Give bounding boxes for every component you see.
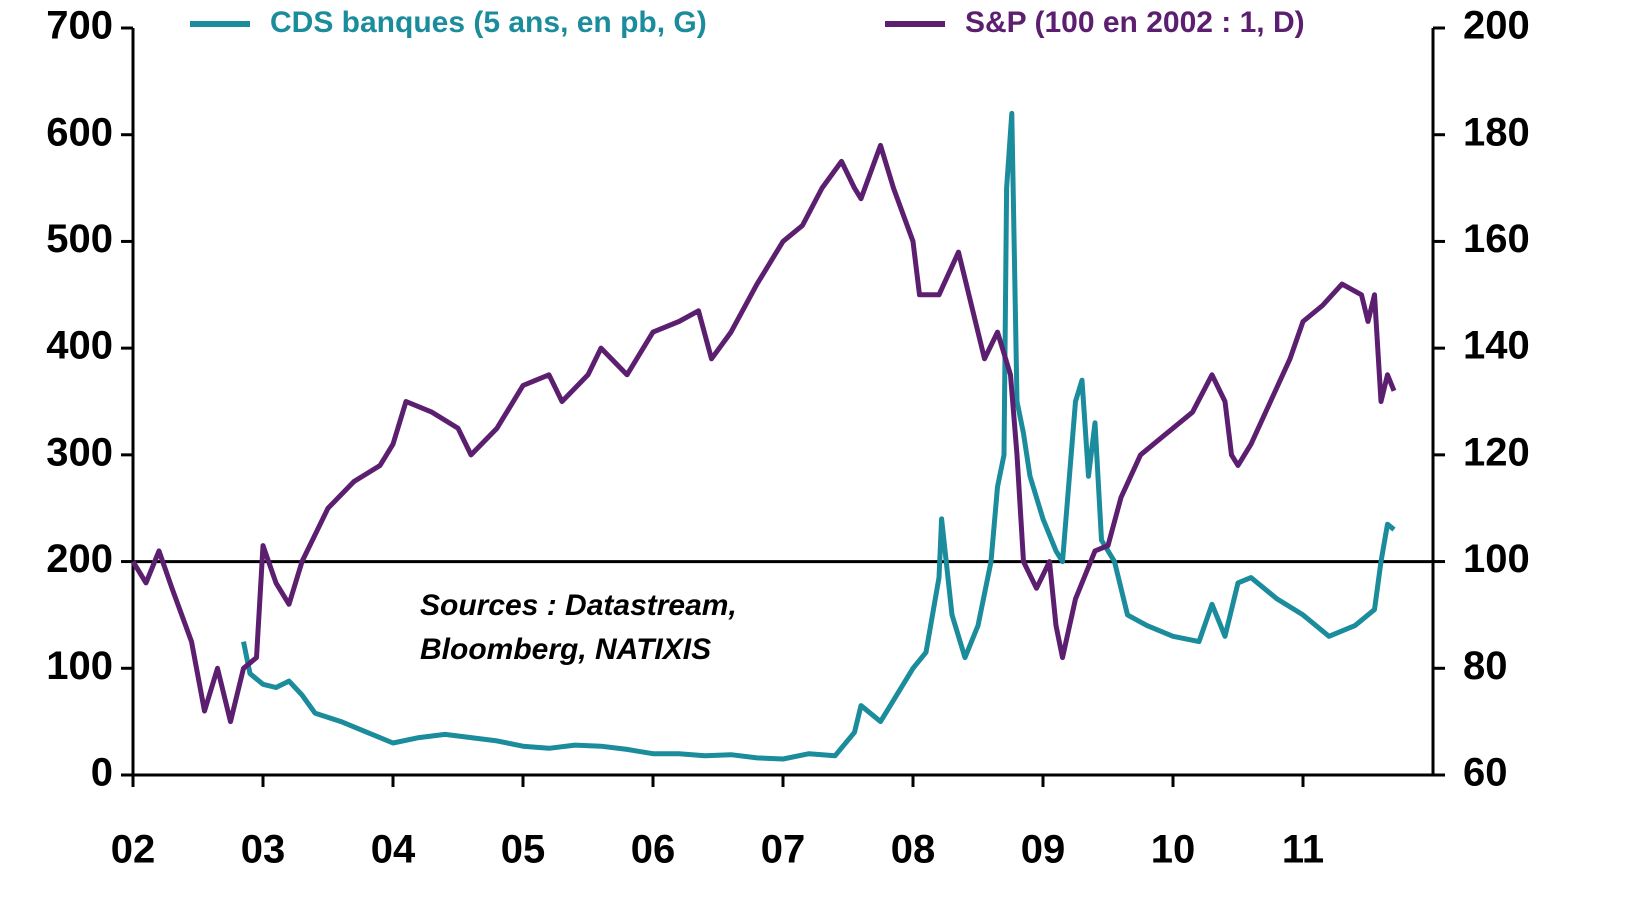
y-tick-label: 200 xyxy=(46,537,113,581)
y-tick-label: 100 xyxy=(46,644,113,688)
legend-label: CDS banques (5 ans, en pb, G) xyxy=(270,6,707,39)
x-tick-label: 02 xyxy=(111,828,156,872)
y2-tick-label: 60 xyxy=(1463,751,1508,795)
x-tick-label: 05 xyxy=(501,828,546,872)
x-tick-label: 10 xyxy=(1151,828,1196,872)
legend-label: S&P (100 en 2002 : 1, D) xyxy=(965,6,1305,39)
y-tick-label: 0 xyxy=(91,751,113,795)
x-tick-label: 06 xyxy=(631,828,676,872)
x-tick-label: 04 xyxy=(371,828,416,872)
x-tick-label: 07 xyxy=(761,828,806,872)
y2-tick-label: 200 xyxy=(1463,4,1530,48)
y-tick-label: 700 xyxy=(46,4,113,48)
y-tick-label: 400 xyxy=(46,324,113,368)
y-tick-label: 300 xyxy=(46,430,113,474)
x-tick-label: 08 xyxy=(891,828,936,872)
y2-tick-label: 160 xyxy=(1463,217,1530,261)
y2-tick-label: 120 xyxy=(1463,430,1530,474)
x-tick-label: 09 xyxy=(1021,828,1066,872)
annotation: Sources : Datastream, xyxy=(420,589,737,622)
y2-tick-label: 100 xyxy=(1463,537,1530,581)
data-line xyxy=(241,110,1396,762)
data-line xyxy=(130,142,1397,725)
y-tick-label: 600 xyxy=(46,110,113,154)
y2-tick-label: 180 xyxy=(1463,110,1530,154)
annotation: Bloomberg, NATIXIS xyxy=(420,633,711,666)
y2-tick-label: 80 xyxy=(1463,644,1508,688)
x-tick-label: 03 xyxy=(241,828,286,872)
x-tick-label: 11 xyxy=(1282,828,1324,872)
y2-tick-label: 140 xyxy=(1463,324,1530,368)
y-tick-label: 500 xyxy=(46,217,113,261)
